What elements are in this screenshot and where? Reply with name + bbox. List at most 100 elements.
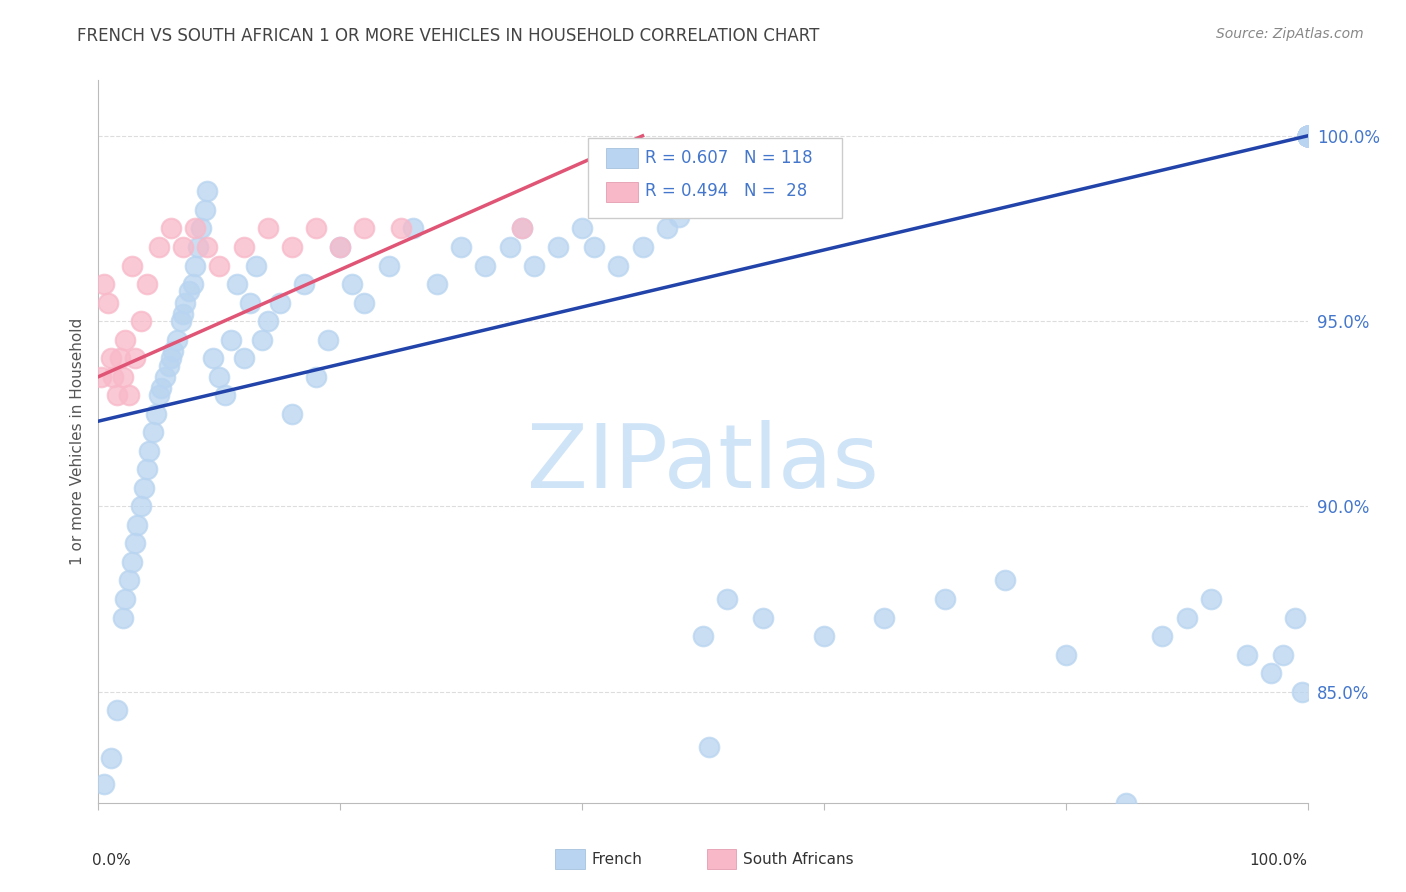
- Point: [1296, 128, 1319, 143]
- Point: [135, 277, 157, 291]
- Point: [1296, 128, 1319, 143]
- Point: [190, 221, 212, 235]
- Point: [353, 295, 375, 310]
- Point: [135, 462, 157, 476]
- Point: [111, 610, 134, 624]
- Point: [166, 333, 188, 347]
- Point: [1296, 128, 1319, 143]
- Point: [172, 240, 194, 254]
- Point: [101, 369, 124, 384]
- Point: [1291, 684, 1313, 698]
- Point: [281, 407, 304, 421]
- Point: [194, 202, 217, 217]
- Point: [148, 240, 170, 254]
- Text: R = 0.494   N =  28: R = 0.494 N = 28: [645, 182, 807, 200]
- Point: [232, 240, 254, 254]
- Point: [450, 240, 472, 254]
- Point: [1296, 128, 1319, 143]
- Point: [1260, 666, 1282, 681]
- Point: [111, 369, 134, 384]
- Point: [1296, 128, 1319, 143]
- Point: [124, 351, 146, 366]
- Point: [127, 517, 149, 532]
- Point: [1284, 610, 1306, 624]
- Point: [105, 703, 128, 717]
- Point: [292, 277, 315, 291]
- Point: [1296, 128, 1319, 143]
- Point: [160, 221, 183, 235]
- Point: [256, 221, 278, 235]
- Point: [1296, 128, 1319, 143]
- Point: [1296, 128, 1319, 143]
- Point: [121, 555, 143, 569]
- Point: [1272, 648, 1295, 662]
- Point: [138, 443, 160, 458]
- Point: [1296, 128, 1319, 143]
- Point: [329, 240, 352, 254]
- Point: [118, 388, 141, 402]
- Point: [226, 277, 249, 291]
- Point: [498, 240, 520, 254]
- Point: [1296, 128, 1319, 143]
- Point: [245, 259, 267, 273]
- Point: [523, 259, 546, 273]
- Point: [153, 369, 176, 384]
- Point: [697, 740, 720, 755]
- Point: [1296, 128, 1319, 143]
- Point: [214, 388, 236, 402]
- Point: [1296, 128, 1319, 143]
- Point: [510, 221, 533, 235]
- Point: [353, 221, 375, 235]
- Point: [169, 314, 191, 328]
- Point: [114, 333, 136, 347]
- Point: [105, 388, 128, 402]
- Point: [510, 221, 533, 235]
- Point: [813, 629, 835, 643]
- Point: [752, 610, 775, 624]
- Point: [402, 221, 425, 235]
- Point: [208, 259, 231, 273]
- Point: [150, 381, 173, 395]
- Point: [100, 351, 122, 366]
- Text: 0.0%: 0.0%: [93, 854, 131, 869]
- Point: [716, 592, 738, 607]
- Point: [160, 351, 183, 366]
- Point: [1296, 128, 1319, 143]
- Point: [1115, 796, 1137, 810]
- Point: [1296, 128, 1319, 143]
- Point: [305, 221, 328, 235]
- Point: [1296, 128, 1319, 143]
- Point: [148, 388, 170, 402]
- FancyBboxPatch shape: [606, 182, 638, 202]
- Point: [118, 574, 141, 588]
- Point: [1296, 128, 1319, 143]
- Point: [256, 314, 278, 328]
- Point: [181, 277, 204, 291]
- Point: [1296, 128, 1319, 143]
- Point: [1175, 610, 1198, 624]
- Point: [208, 369, 231, 384]
- Point: [195, 185, 218, 199]
- Text: R = 0.607   N = 118: R = 0.607 N = 118: [645, 149, 813, 167]
- Point: [342, 277, 364, 291]
- Point: [172, 307, 194, 321]
- Point: [1296, 128, 1319, 143]
- Point: [179, 285, 201, 299]
- Point: [934, 592, 956, 607]
- Point: [93, 277, 115, 291]
- Point: [692, 629, 714, 643]
- Point: [873, 610, 896, 624]
- Point: [583, 240, 606, 254]
- Point: [426, 277, 449, 291]
- Point: [994, 574, 1017, 588]
- Point: [607, 259, 630, 273]
- Text: 100.0%: 100.0%: [1250, 854, 1308, 869]
- Point: [377, 259, 399, 273]
- Point: [329, 240, 352, 254]
- Point: [547, 240, 569, 254]
- Point: [174, 295, 197, 310]
- Point: [124, 536, 146, 550]
- Point: [108, 351, 131, 366]
- Point: [1296, 128, 1319, 143]
- Point: [239, 295, 262, 310]
